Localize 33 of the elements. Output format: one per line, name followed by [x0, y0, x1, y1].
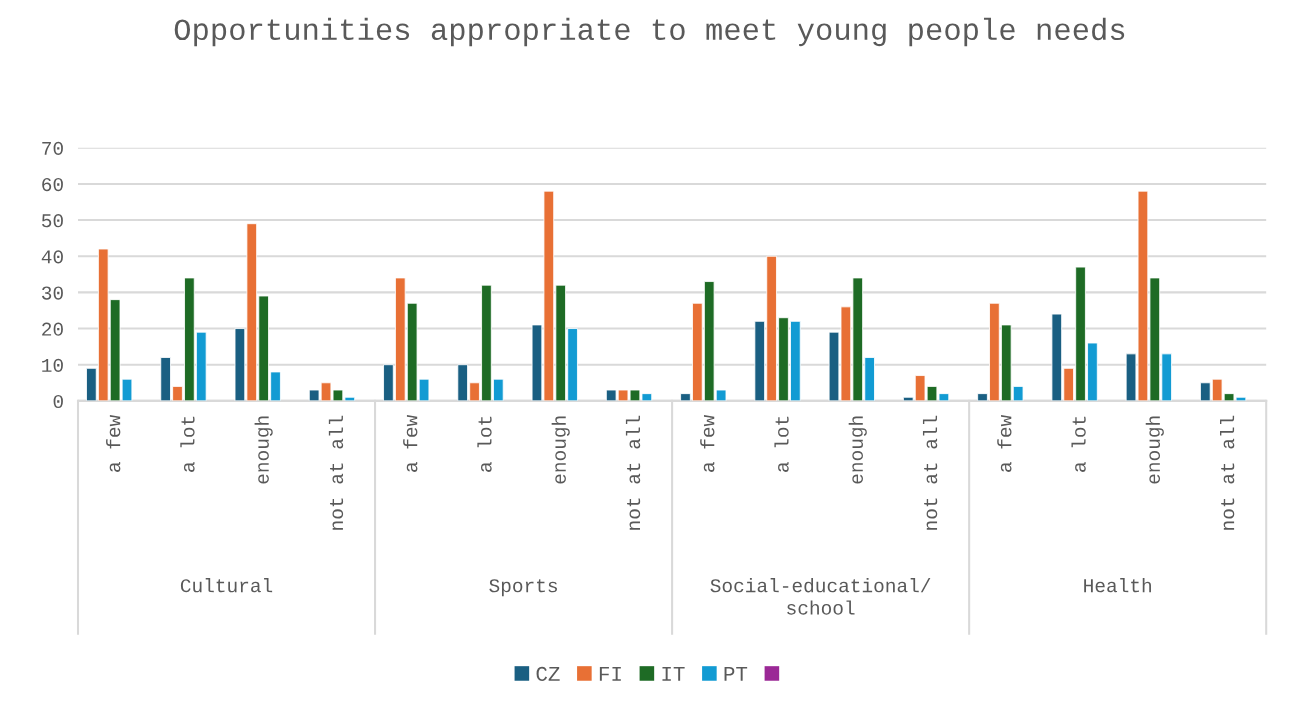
x-tick-label: a lot	[1071, 416, 1086, 472]
x-tick-label: a lot	[180, 416, 195, 472]
x-tick-label: enough	[848, 416, 867, 484]
y-tick-label: 30	[41, 286, 63, 300]
x-tick-label: a few	[403, 414, 418, 472]
x-tick-label: a lot	[477, 416, 492, 472]
x-tick-label: enough	[254, 416, 273, 484]
text: Cultural	[180, 578, 273, 593]
legend-label: CZ	[536, 666, 560, 681]
x-tick-label: a few	[700, 414, 715, 472]
y-tick-label: 0	[53, 394, 63, 409]
y-tick-label: 20	[42, 322, 63, 336]
x-tick-label: not at all	[328, 415, 344, 530]
y-tick-label: 40	[41, 250, 63, 264]
x-tick-label: enough	[1145, 416, 1164, 484]
x-tick-label: a few	[997, 414, 1012, 472]
y-tick-label: 50	[41, 214, 63, 228]
text: Sports	[489, 579, 557, 597]
chart-title: Opportunities appropriate to meet young people needs	[174, 17, 1125, 47]
legend-label: IT	[662, 667, 685, 681]
y-tick-label: 10	[42, 358, 63, 372]
legend-label: PT	[724, 667, 748, 681]
x-tick-label: not at all	[625, 415, 641, 530]
y-tick-label: 70	[42, 141, 63, 155]
legend-label: FI	[599, 667, 621, 681]
x-tick-label: a few	[106, 414, 121, 472]
y-tick-label: 60	[42, 177, 63, 192]
x-tick-label: not at all	[1220, 415, 1235, 530]
x-tick-label: a lot	[774, 416, 789, 472]
x-tick-label: enough	[551, 416, 570, 484]
x-tick-label: not at all	[922, 415, 938, 530]
text: Social-educational/ school	[710, 578, 931, 615]
text: Health	[1084, 578, 1151, 593]
